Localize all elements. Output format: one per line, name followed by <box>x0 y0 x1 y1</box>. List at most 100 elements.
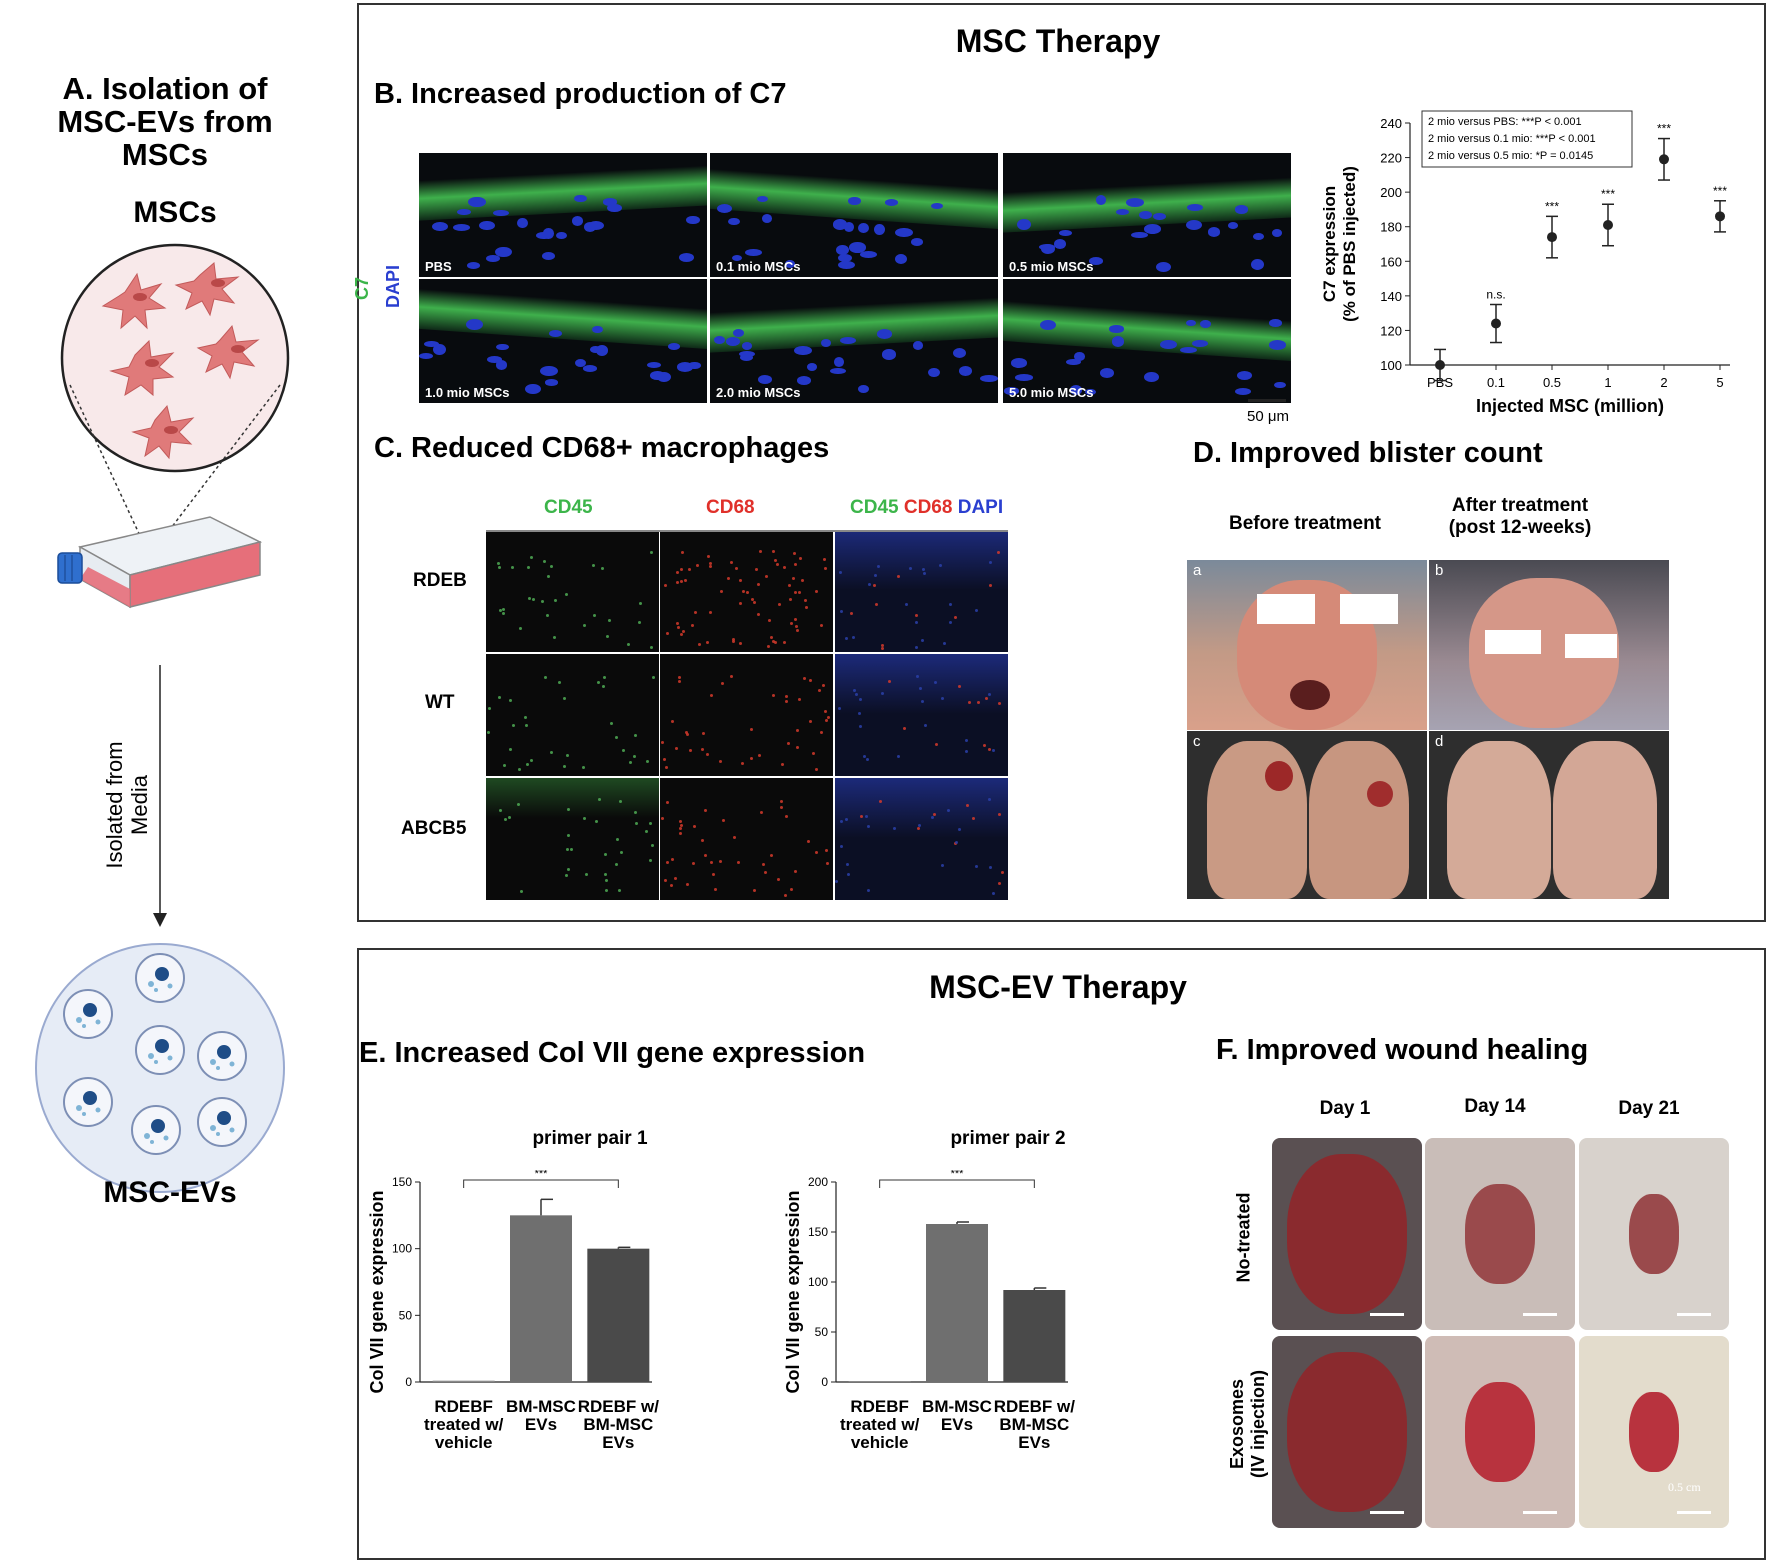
dapi-nucleus <box>1130 231 1148 239</box>
bar <box>510 1215 572 1382</box>
scale-bar <box>1370 1511 1404 1514</box>
stain-dot <box>671 719 675 723</box>
stain-dot <box>857 711 861 715</box>
x-tick-label: PBS <box>1427 375 1453 390</box>
c7-band <box>1003 300 1291 362</box>
data-point <box>1435 360 1445 370</box>
ev-cargo <box>82 1112 86 1116</box>
dapi-nucleus <box>686 215 700 225</box>
cd-micrograph <box>486 530 659 652</box>
stain-dot <box>666 860 670 864</box>
dapi-nucleus <box>1271 229 1282 237</box>
stain-dot <box>680 580 684 584</box>
stain-dot <box>819 730 823 734</box>
stain-dot <box>940 864 944 868</box>
ev-cargo <box>210 1125 216 1131</box>
stain-dot <box>609 722 613 726</box>
bar <box>432 1380 495 1382</box>
stain-dot <box>905 603 909 607</box>
x-tick-label: 0.5 <box>1543 375 1561 390</box>
dapi-nucleus <box>1116 208 1130 215</box>
stain-dot <box>939 563 943 567</box>
cd-micrograph <box>486 778 659 900</box>
dapi-nucleus <box>1099 368 1115 379</box>
panel-c-title: C. Reduced CD68+ macrophages <box>374 432 830 464</box>
stain-dot <box>597 798 601 802</box>
c7-micrograph: 0.1 mio MSCs <box>710 153 998 277</box>
stain-dot <box>726 576 730 580</box>
ev-cargo <box>155 967 169 981</box>
wound-photo <box>1272 1336 1422 1528</box>
stain-dot <box>719 589 723 593</box>
stain-dot <box>788 584 792 588</box>
stain-dot <box>532 597 536 601</box>
stain-dot <box>676 626 680 630</box>
stain-dot <box>788 598 792 602</box>
bar <box>848 1381 911 1382</box>
dapi-nucleus <box>797 376 812 385</box>
stain-dot <box>628 761 632 765</box>
stain-dot <box>835 879 839 883</box>
bar-chart-1-title: primer pair 1 <box>532 1128 648 1149</box>
dapi-layer <box>835 654 1008 714</box>
stain-dot <box>839 845 843 849</box>
c7-micrograph: 1.0 mio MSCs <box>419 279 707 403</box>
stain-dot <box>948 603 952 607</box>
dapi-nucleus <box>574 194 587 203</box>
mouth <box>1290 680 1330 710</box>
stain-dot <box>738 578 742 582</box>
stain-dot <box>709 565 713 569</box>
ev-cargo <box>148 1053 154 1059</box>
stain-dot <box>663 879 667 883</box>
stain-dot <box>918 824 922 828</box>
stain-dot <box>486 730 490 734</box>
stain-dot <box>702 732 706 736</box>
stain-dot <box>619 799 623 803</box>
dapi-nucleus <box>1040 243 1056 255</box>
stain-dot <box>648 858 652 862</box>
stain-dot <box>759 811 763 815</box>
stain-dot <box>614 863 618 866</box>
dapi-nucleus <box>424 340 440 347</box>
stain-dot <box>511 723 515 727</box>
stain-dot <box>527 597 531 601</box>
ev-cargo <box>151 1119 165 1133</box>
dapi-nucleus <box>603 198 618 206</box>
stain-dot <box>567 808 571 812</box>
dapi-nucleus <box>834 357 845 368</box>
ev-cargo <box>167 983 173 989</box>
stain-dot <box>678 827 682 831</box>
c7-band <box>710 296 998 354</box>
micrograph-label: 0.1 mio MSCs <box>716 259 801 274</box>
stain-dot <box>966 804 969 808</box>
legend-entry: 2 mio versus PBS: ***P < 0.001 <box>1428 116 1582 128</box>
blister <box>1367 781 1393 807</box>
x-axis-label: Injected MSC (million) <box>1476 396 1664 416</box>
stain-dot <box>692 825 696 829</box>
stain-dot <box>988 866 992 870</box>
stain-dot <box>732 638 736 642</box>
after-treatment-line1: After treatment <box>1451 495 1589 516</box>
dapi-nucleus <box>466 261 481 270</box>
hand-left <box>1447 741 1551 899</box>
day-14-label: Day 14 <box>1464 1096 1526 1117</box>
scale-bar <box>1677 1511 1711 1514</box>
dapi-nucleus <box>452 224 471 232</box>
stain-dot <box>603 872 607 876</box>
y-tick-label: 200 <box>1380 185 1402 200</box>
dapi-nucleus <box>465 319 483 331</box>
dapi-nucleus <box>1004 387 1019 395</box>
panel-f-title: F. Improved wound healing <box>1216 1034 1589 1066</box>
stain-dot <box>732 836 736 840</box>
down-arrow <box>153 665 167 927</box>
dapi-nucleus <box>1144 372 1160 382</box>
stain-c7-label: C7 <box>352 276 373 301</box>
stain-dot <box>638 620 642 624</box>
x-category-label: BM-MSC <box>922 1397 992 1416</box>
dapi-nucleus <box>928 367 941 378</box>
ev-cargo <box>76 1105 82 1111</box>
legend-entry: 2 mio versus 0.1 mio: ***P < 0.001 <box>1428 133 1596 145</box>
stain-dot <box>806 839 810 843</box>
row-label-exosomes-line2: (IV injection) <box>1248 1370 1268 1478</box>
